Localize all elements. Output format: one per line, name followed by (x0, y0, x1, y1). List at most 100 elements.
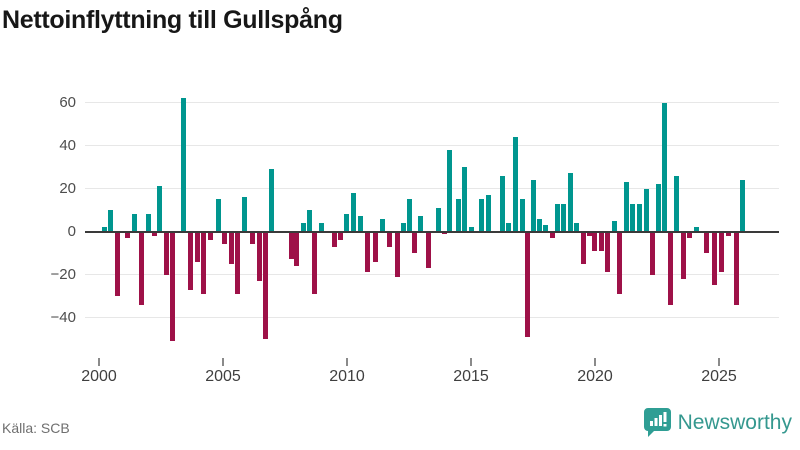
bar (561, 203, 567, 232)
gridline (85, 145, 779, 146)
bar (506, 222, 512, 232)
bar (668, 231, 674, 305)
bar (447, 149, 453, 232)
bar (485, 194, 491, 232)
bar (519, 199, 525, 232)
x-tick-mark (718, 358, 720, 366)
y-tick-label: −20 (50, 265, 76, 283)
bar (401, 222, 406, 232)
bar (687, 231, 693, 238)
x-tick-mark (346, 358, 348, 366)
bar (543, 225, 549, 232)
brand-name: Newsworthy (677, 410, 792, 434)
bar (461, 167, 467, 232)
bar (235, 231, 241, 294)
x-tick-mark (222, 358, 224, 366)
bar (124, 231, 130, 238)
y-tick-label: 20 (59, 179, 76, 197)
bar (201, 231, 207, 294)
bar (319, 222, 324, 232)
bar (188, 231, 193, 290)
bar (145, 214, 151, 232)
bar (262, 231, 268, 339)
bar (194, 231, 200, 262)
bar (157, 186, 162, 232)
bar (726, 231, 732, 236)
bar (387, 231, 393, 247)
bar (661, 102, 667, 232)
bar (222, 231, 228, 245)
bar (170, 231, 176, 342)
bar (549, 231, 555, 238)
bar (574, 222, 580, 232)
bar (711, 231, 717, 286)
x-tick-label: 2025 (701, 368, 737, 385)
bar (591, 231, 597, 251)
bar (643, 188, 649, 232)
gridline (85, 102, 779, 103)
y-tick-label: 60 (59, 93, 76, 111)
bar (307, 210, 313, 232)
bar (436, 207, 442, 232)
bar (152, 231, 158, 236)
bar (605, 231, 611, 273)
y-tick-label: 40 (59, 136, 76, 154)
bar (365, 231, 371, 273)
bar (637, 203, 643, 232)
bar (331, 231, 337, 247)
bar-chart-speech-bubble-icon (643, 408, 671, 437)
bar (412, 231, 418, 253)
bar (567, 173, 573, 232)
x-tick-label: 2005 (205, 368, 241, 385)
bar (357, 216, 363, 232)
source-label: Källa: SCB (2, 420, 70, 436)
bar (442, 231, 448, 234)
bar (555, 203, 561, 232)
gridline (85, 188, 779, 189)
bar (617, 231, 623, 294)
x-axis-line (85, 230, 779, 233)
x-tick-label: 2010 (329, 368, 365, 385)
bar (586, 231, 592, 236)
bar (425, 231, 431, 268)
bar (703, 231, 709, 253)
y-tick-label: −40 (50, 308, 76, 326)
bar (163, 231, 169, 275)
bar (337, 231, 343, 241)
bar (455, 199, 461, 232)
bar (256, 231, 262, 281)
bar (288, 231, 294, 260)
bar (630, 203, 636, 232)
bar (394, 231, 400, 277)
bar (513, 136, 519, 232)
bar (407, 199, 412, 232)
bar (598, 231, 604, 251)
bar (674, 175, 680, 232)
bar (372, 231, 378, 262)
bar (733, 231, 739, 305)
x-tick-label: 2015 (453, 368, 489, 385)
x-tick-mark (98, 358, 100, 366)
bar (250, 231, 256, 245)
bar (536, 218, 542, 232)
bar (694, 227, 700, 232)
bar (312, 231, 318, 294)
x-tick-label: 2020 (577, 368, 613, 385)
bar (468, 227, 474, 232)
bar (268, 169, 274, 232)
bar (525, 231, 531, 337)
bar (138, 231, 144, 305)
newsworthy-logo[interactable]: Newsworthy (643, 408, 792, 437)
bar (418, 216, 424, 232)
gridline (85, 317, 779, 318)
bar (108, 210, 114, 232)
bar (181, 98, 187, 232)
bar (300, 222, 306, 232)
bar (294, 231, 300, 266)
bar (132, 214, 138, 232)
bar (649, 231, 655, 275)
bar (499, 175, 505, 232)
bar (581, 231, 587, 264)
bar (215, 199, 221, 232)
